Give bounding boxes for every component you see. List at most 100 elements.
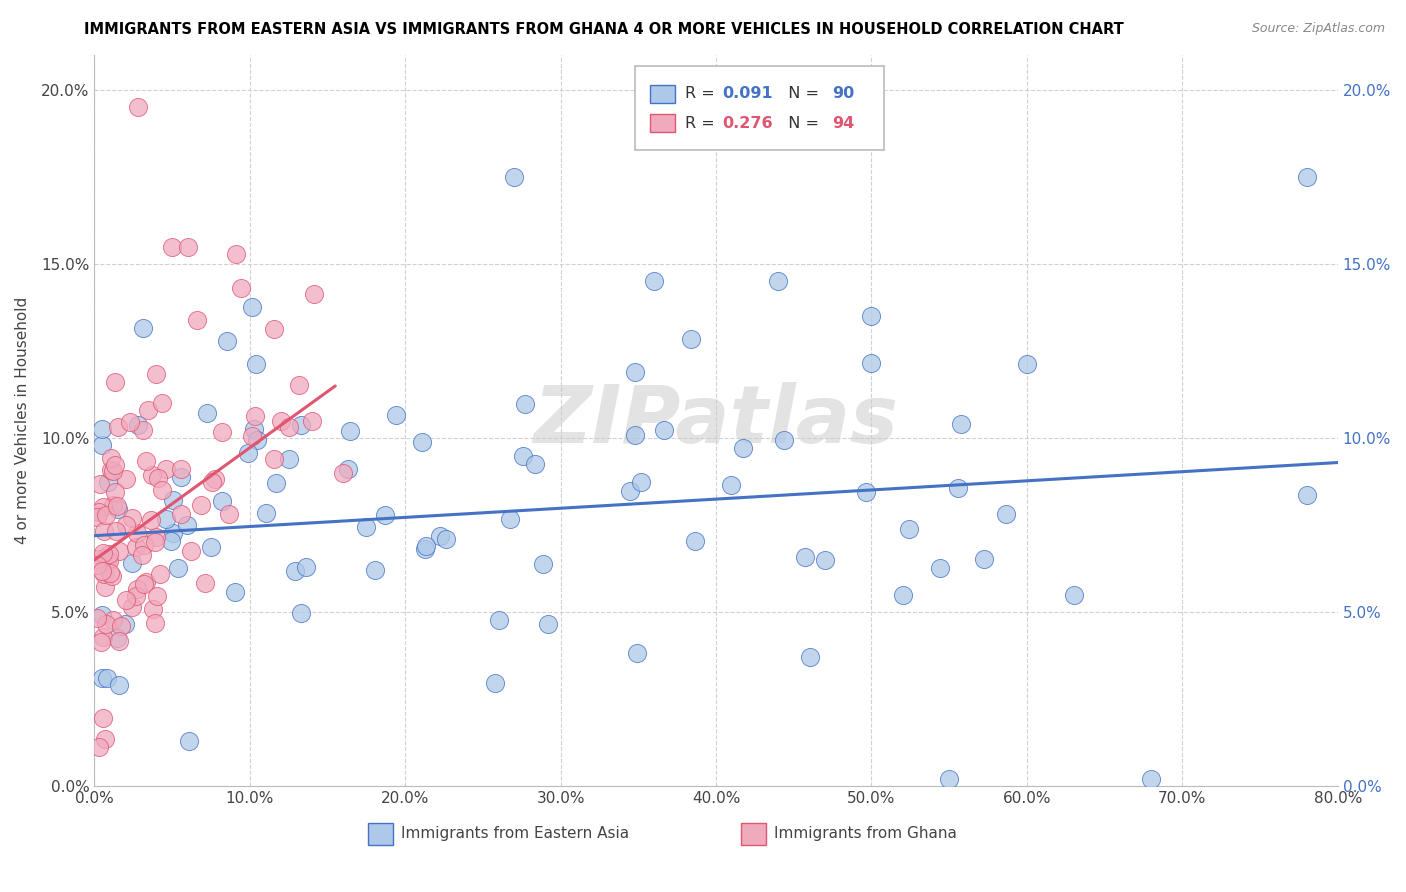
- Point: [110, 619, 132, 633]
- Point: [537, 617, 560, 632]
- Point: [177, 733, 200, 747]
- Point: [1015, 358, 1038, 372]
- Point: [245, 409, 267, 424]
- Point: [132, 577, 155, 591]
- Point: [176, 240, 198, 254]
- Point: [245, 357, 267, 371]
- Point: [120, 415, 142, 429]
- Point: [125, 540, 148, 554]
- Point: [91, 710, 114, 724]
- Point: [240, 429, 263, 443]
- Y-axis label: 4 or more Vehicles in Household: 4 or more Vehicles in Household: [15, 297, 30, 544]
- Point: [101, 613, 124, 627]
- Point: [97, 475, 120, 490]
- Point: [413, 541, 436, 556]
- Point: [125, 590, 148, 604]
- Point: [101, 498, 124, 512]
- Point: [619, 483, 641, 498]
- Point: [115, 472, 138, 486]
- Point: [91, 671, 114, 685]
- Point: [301, 414, 323, 428]
- Point: [336, 462, 359, 476]
- Point: [162, 493, 184, 508]
- Point: [96, 554, 118, 568]
- Text: 0.276: 0.276: [723, 116, 773, 130]
- Point: [121, 556, 143, 570]
- Point: [643, 275, 665, 289]
- Point: [86, 509, 108, 524]
- Point: [93, 550, 115, 565]
- Point: [89, 505, 111, 519]
- Point: [101, 464, 124, 478]
- Point: [94, 616, 117, 631]
- Text: Immigrants from Ghana: Immigrants from Ghana: [775, 826, 957, 841]
- Point: [1295, 488, 1317, 502]
- Point: [132, 320, 155, 334]
- Point: [186, 313, 208, 327]
- Point: [107, 502, 129, 516]
- Bar: [650, 85, 675, 103]
- Point: [136, 403, 159, 417]
- Point: [263, 451, 285, 466]
- Point: [91, 546, 114, 560]
- Point: [1295, 169, 1317, 184]
- Point: [180, 544, 202, 558]
- Point: [332, 466, 354, 480]
- Point: [98, 566, 121, 580]
- Point: [946, 481, 969, 495]
- Point: [90, 635, 112, 649]
- Point: [277, 452, 299, 467]
- Point: [503, 169, 526, 184]
- Point: [107, 678, 129, 692]
- Point: [623, 427, 645, 442]
- Point: [145, 367, 167, 381]
- Bar: [741, 823, 766, 845]
- Point: [87, 739, 110, 754]
- Point: [132, 423, 155, 437]
- Bar: [650, 114, 675, 132]
- Point: [108, 634, 131, 648]
- Point: [200, 540, 222, 554]
- Point: [93, 524, 115, 538]
- Point: [246, 434, 269, 448]
- Point: [86, 558, 108, 572]
- Text: 94: 94: [832, 116, 853, 130]
- Point: [384, 409, 406, 423]
- Point: [143, 535, 166, 549]
- Point: [1140, 772, 1163, 787]
- Point: [411, 435, 433, 450]
- Point: [86, 610, 108, 624]
- Point: [973, 552, 995, 566]
- Point: [100, 451, 122, 466]
- Point: [159, 533, 181, 548]
- Point: [204, 472, 226, 486]
- Text: Source: ZipAtlas.com: Source: ZipAtlas.com: [1251, 22, 1385, 36]
- Point: [484, 676, 506, 690]
- Point: [290, 418, 312, 433]
- Point: [105, 631, 128, 645]
- Point: [146, 589, 169, 603]
- Point: [860, 310, 883, 324]
- Point: [190, 498, 212, 512]
- Text: 0.091: 0.091: [723, 87, 773, 102]
- Point: [104, 524, 127, 538]
- Bar: [636, 66, 884, 150]
- Point: [86, 552, 108, 566]
- Point: [143, 616, 166, 631]
- Point: [94, 580, 117, 594]
- Point: [488, 613, 510, 627]
- Text: 90: 90: [832, 87, 853, 102]
- Text: R =: R =: [685, 116, 720, 130]
- Point: [139, 513, 162, 527]
- Point: [685, 534, 707, 549]
- Point: [284, 564, 307, 578]
- Point: [929, 560, 952, 574]
- Point: [429, 529, 451, 543]
- Point: [93, 731, 115, 746]
- Point: [415, 539, 437, 553]
- Point: [127, 582, 149, 596]
- Point: [135, 454, 157, 468]
- Point: [91, 564, 114, 578]
- Point: [135, 574, 157, 589]
- Point: [91, 630, 114, 644]
